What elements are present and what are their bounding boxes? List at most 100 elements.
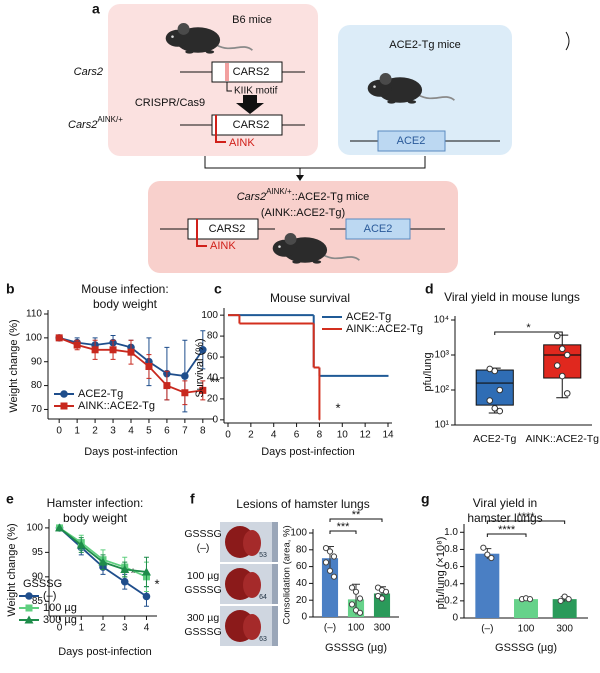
y-axis-label: Weight change (%) <box>6 523 18 616</box>
x-tick-label: 0 <box>57 623 63 634</box>
x-tick-label: 6 <box>294 430 300 441</box>
legend-swatch <box>24 615 34 624</box>
x-tick-label: 5 <box>146 426 152 437</box>
y-tick-label: 0 <box>212 414 218 425</box>
legend-label: 300 µg <box>43 614 77 626</box>
x-axis-label: Days post-infection <box>58 646 152 658</box>
chart-title: Lesions of hamster lungs <box>236 497 369 511</box>
y-tick-label: 10³ <box>435 350 450 361</box>
panel-label: f <box>190 491 195 507</box>
data-point <box>480 544 487 551</box>
y-tick-label: 0.8 <box>444 544 458 555</box>
gene-box-label: CARS2 <box>209 223 246 235</box>
chart-title: Viral yield in <box>473 496 537 510</box>
b6-mice: B6 mice <box>232 14 272 26</box>
data-point <box>109 346 117 354</box>
data-point <box>55 523 65 532</box>
legend-label: ACE2-Tg <box>78 388 123 400</box>
gene-box-label: CARS2 <box>233 66 270 78</box>
y-axis-label: pfu/lung <box>422 352 434 391</box>
lung-tissue <box>243 572 261 598</box>
data-point <box>145 363 153 370</box>
legend-label: AINK::ACE2-Tg <box>78 400 155 412</box>
x-axis-label: Days post-infection <box>84 446 178 458</box>
mutation-label: AINK <box>210 240 236 252</box>
y-tick-label: 20 <box>296 595 308 606</box>
data-point <box>73 341 81 349</box>
legend-swatch <box>60 402 68 410</box>
legend-label: AINK::ACE2-Tg <box>346 323 423 335</box>
data-point <box>352 588 360 595</box>
panel-label: c <box>214 281 222 297</box>
data-point <box>496 386 504 394</box>
y-tick-label: 20 <box>207 394 219 405</box>
bar <box>514 599 538 618</box>
x-tick-label: 2 <box>248 430 254 441</box>
photo-label: GSSSG <box>184 584 221 596</box>
x-tick-label: 0 <box>225 430 231 441</box>
y-tick-label: 10¹ <box>435 420 450 431</box>
method: CRISPR/Cas9 <box>135 97 205 109</box>
x-tick-label: 10 <box>337 430 349 441</box>
data-point <box>141 567 151 576</box>
motif-mark <box>225 63 229 81</box>
arrow <box>236 95 264 114</box>
x-tick-label: 3 <box>110 426 116 437</box>
y-axis-label: Weight change (%) <box>8 319 20 412</box>
chart-title: Mouse survival <box>270 291 350 305</box>
data-point <box>526 596 534 603</box>
data-point <box>181 372 189 380</box>
gene-box <box>187 218 259 240</box>
x-tick-label: 7 <box>182 426 188 437</box>
gene-box <box>345 218 411 240</box>
data-point <box>326 548 334 555</box>
panel-a: a B6 mice Cars2 CARS2 KIIK motif CRISPR/… <box>68 1 570 273</box>
bar <box>373 593 391 617</box>
motif-pointer <box>226 82 232 92</box>
data-point <box>486 397 494 404</box>
y-tick-label: 90 <box>31 356 43 367</box>
cross-connector <box>204 156 426 176</box>
photo-number: 64 <box>259 594 267 601</box>
chart-title: Hamster infection: <box>47 496 144 510</box>
legend-title: GSSSG <box>23 578 62 590</box>
y-tick-label: 80 <box>296 544 308 555</box>
significance-bracket <box>494 331 563 335</box>
legend-label: (–) <box>43 590 56 602</box>
y-tick-label: 70 <box>31 404 43 415</box>
y-tick-label: 100 <box>26 523 43 534</box>
data-point <box>330 553 338 560</box>
significance-bracket <box>329 518 383 522</box>
whisker-low <box>556 378 569 399</box>
chart-subtitle: hamster lungs <box>467 511 542 525</box>
y-tick-label: 60 <box>296 561 308 572</box>
photo-label: GSSSG <box>184 626 221 638</box>
data-point <box>181 389 189 397</box>
y-tick-label: 60 <box>207 352 219 363</box>
ruler <box>272 522 278 562</box>
significance-bracket <box>486 520 566 524</box>
x-tick-label: 8 <box>200 426 206 437</box>
annotation: * <box>335 400 340 415</box>
data-point <box>378 595 386 602</box>
data-point <box>553 332 561 340</box>
data-point <box>199 345 207 354</box>
gene-box <box>377 130 446 152</box>
x-tick-label: 4 <box>271 430 277 441</box>
y-tick-label: 95 <box>32 547 44 558</box>
y-tick-label: 0 <box>301 612 307 623</box>
data-point <box>565 596 572 603</box>
y-tick-label: 80 <box>207 331 219 342</box>
data-point <box>563 351 571 359</box>
y-tick-label: 10⁴ <box>434 315 449 326</box>
tg-box <box>338 25 512 155</box>
panel-label: d <box>425 281 434 297</box>
data-point <box>491 405 499 412</box>
y-tick-label: 1.0 <box>444 527 458 538</box>
gene-box-label: CARS2 <box>233 119 270 131</box>
panel-bar: f Lesions of hamster lungs020406080100Con… <box>184 491 399 654</box>
y-tick-label: 100 <box>290 528 307 539</box>
x-tick-label: 2 <box>92 426 98 437</box>
